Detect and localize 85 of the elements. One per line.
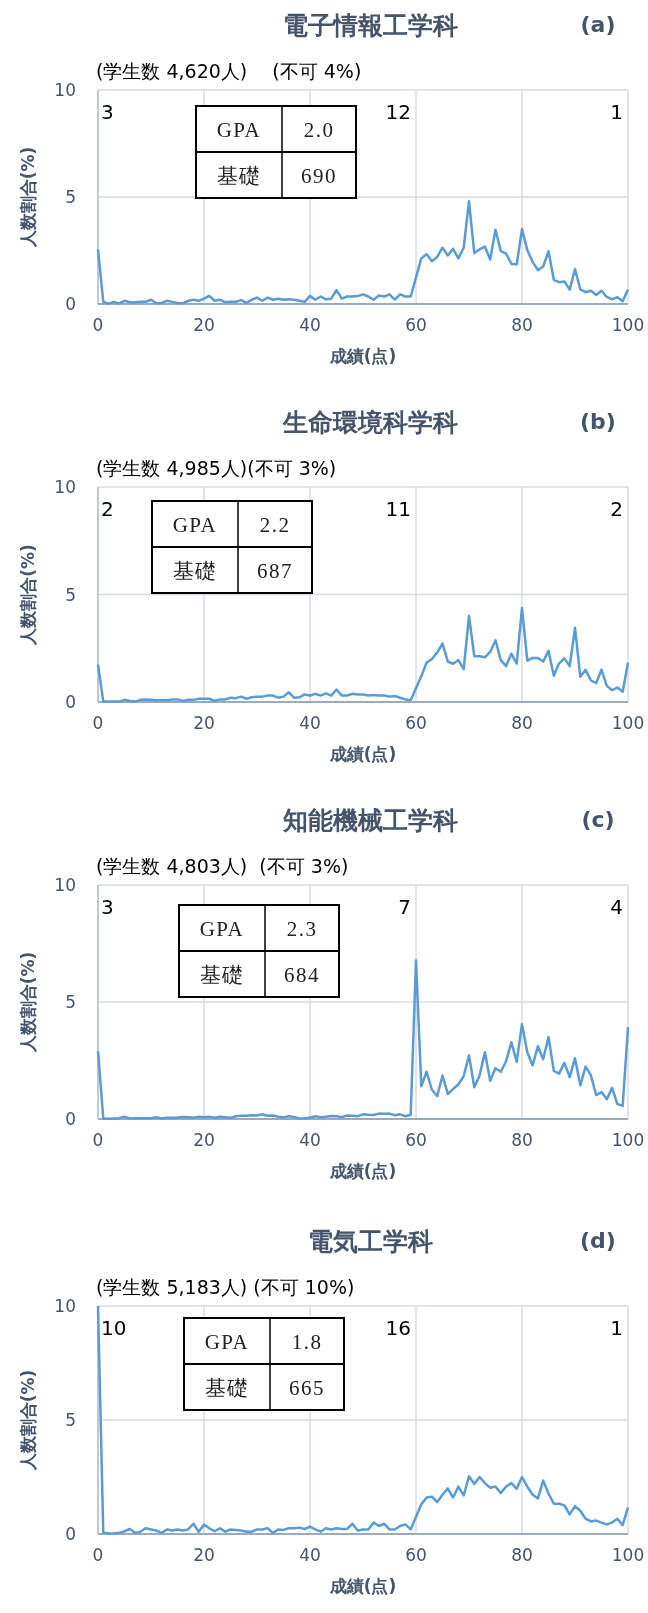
chart-title: 知能機械工学科 xyxy=(281,806,458,835)
annotation: 1 xyxy=(610,1316,623,1340)
x-tick-label: 100 xyxy=(611,315,645,335)
x-tick-label: 20 xyxy=(193,1545,215,1565)
chart-title: 生命環境科学科 xyxy=(281,408,458,437)
annotation: 3 xyxy=(101,895,114,919)
annotation: GPA xyxy=(204,1330,250,1354)
chart-subtitle: (学生数 4,803人) (不可 3%) xyxy=(96,855,349,877)
y-axis-title: 人数割合(%) xyxy=(18,951,38,1054)
y-tick-label: 5 xyxy=(65,1410,76,1430)
x-tick-label: 60 xyxy=(405,1130,427,1150)
y-tick-label: 10 xyxy=(54,1296,76,1316)
x-axis-title: 成績(点) xyxy=(328,1576,397,1596)
annotation: 2.2 xyxy=(259,513,291,537)
annotation: 10 xyxy=(101,1316,127,1340)
x-tick-label: 60 xyxy=(405,1545,427,1565)
chart-subtitle: (学生数 5,183人) (不可 10%) xyxy=(96,1276,355,1298)
y-tick-label: 0 xyxy=(65,692,76,712)
x-tick-label: 40 xyxy=(299,1545,321,1565)
annotation: 2.0 xyxy=(303,118,335,142)
annotation: 基礎 xyxy=(199,963,245,987)
annotation: 11 xyxy=(385,497,411,521)
x-tick-label: 20 xyxy=(193,713,215,733)
x-tick-label: 60 xyxy=(405,713,427,733)
y-tick-label: 0 xyxy=(65,294,76,314)
annotation: 1.8 xyxy=(291,1330,323,1354)
x-tick-label: 100 xyxy=(611,713,645,733)
x-tick-label: 60 xyxy=(405,315,427,335)
annotation: GPA xyxy=(172,513,218,537)
x-tick-label: 0 xyxy=(92,1545,104,1565)
annotation: 基礎 xyxy=(172,559,218,583)
x-tick-label: 100 xyxy=(611,1545,645,1565)
x-axis-title: 成績(点) xyxy=(328,744,397,764)
chart-subtitle: (学生数 4,620人) (不可 4%) xyxy=(96,60,362,82)
annotation: 16 xyxy=(385,1316,411,1340)
x-tick-label: 80 xyxy=(511,713,533,733)
annotation: GPA xyxy=(199,917,245,941)
x-tick-label: 20 xyxy=(193,1130,215,1150)
annotation: 1 xyxy=(610,100,623,124)
annotation: 2 xyxy=(610,497,623,521)
x-tick-label: 40 xyxy=(299,315,321,335)
y-axis-title: 人数割合(%) xyxy=(18,146,38,249)
annotation: 基礎 xyxy=(204,1376,250,1400)
annotation: 687 xyxy=(257,559,293,583)
annotation: 3 xyxy=(101,100,114,124)
chart-title: 電子情報工学科 xyxy=(282,11,458,40)
annotation: 7 xyxy=(398,895,411,919)
y-tick-label: 5 xyxy=(65,992,76,1012)
x-tick-label: 80 xyxy=(511,315,533,335)
x-tick-label: 0 xyxy=(92,713,104,733)
x-tick-label: 0 xyxy=(92,315,104,335)
text: (a) xyxy=(580,12,616,37)
x-tick-label: 100 xyxy=(611,1130,645,1150)
y-tick-label: 10 xyxy=(54,477,76,497)
x-tick-label: 80 xyxy=(511,1545,533,1565)
y-tick-label: 5 xyxy=(65,187,76,207)
x-tick-label: 20 xyxy=(193,315,215,335)
y-tick-label: 10 xyxy=(54,80,76,100)
annotation: 2.3 xyxy=(286,917,318,941)
chart-title: 電気工学科 xyxy=(307,1227,433,1256)
line-series xyxy=(96,1306,630,1535)
annotation: GPA xyxy=(216,118,262,142)
annotation: 684 xyxy=(284,963,320,987)
annotation: 基礎 xyxy=(216,164,262,188)
annotation: 665 xyxy=(289,1376,325,1400)
chart-subtitle: (学生数 4,985人)(不可 3%) xyxy=(96,457,337,479)
text: (d) xyxy=(580,1228,616,1253)
text: (b) xyxy=(580,409,616,434)
x-tick-label: 0 xyxy=(92,1130,104,1150)
y-tick-label: 0 xyxy=(65,1524,76,1544)
y-tick-label: 0 xyxy=(65,1109,76,1129)
x-tick-label: 40 xyxy=(299,1130,321,1150)
annotation: 2 xyxy=(101,497,114,521)
x-tick-label: 40 xyxy=(299,713,321,733)
x-tick-label: 80 xyxy=(511,1130,533,1150)
x-axis-title: 成績(点) xyxy=(328,1161,397,1181)
text: (c) xyxy=(581,807,615,832)
annotation: 690 xyxy=(301,164,337,188)
annotation: 4 xyxy=(610,895,623,919)
x-axis-title: 成績(点) xyxy=(328,346,397,366)
y-tick-label: 10 xyxy=(54,875,76,895)
y-tick-label: 5 xyxy=(65,584,76,605)
y-axis-title: 人数割合(%) xyxy=(18,544,38,646)
y-axis-title: 人数割合(%) xyxy=(18,1369,38,1472)
annotation: 12 xyxy=(385,100,411,124)
